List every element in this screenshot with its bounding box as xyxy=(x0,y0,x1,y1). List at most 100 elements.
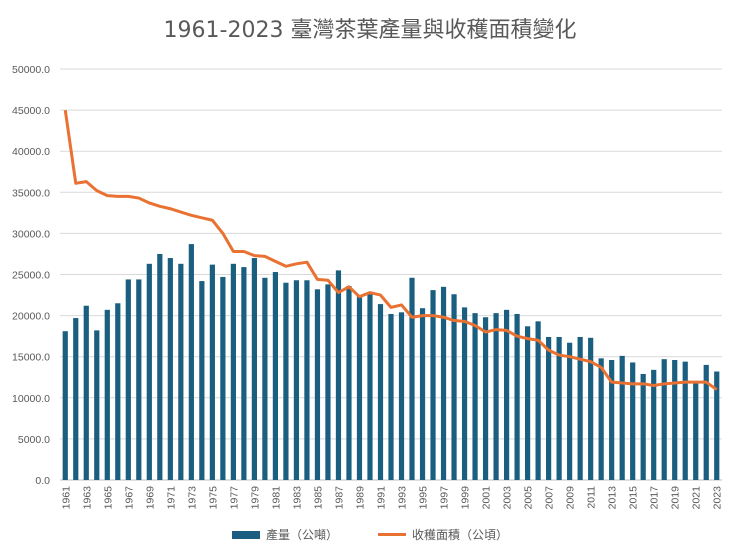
bar-2000 xyxy=(472,313,478,480)
legend-label: 產量（公噸） xyxy=(265,528,338,542)
bar-1989 xyxy=(356,295,363,480)
x-tick-label: 1985 xyxy=(312,486,324,510)
bar-2012 xyxy=(598,358,604,480)
bar-1972 xyxy=(178,263,184,480)
bar-1983 xyxy=(293,280,300,480)
legend-label: 收穫面積（公頃） xyxy=(412,528,509,542)
bar-1964 xyxy=(94,330,100,480)
legend-item-area: 收穫面積（公頃） xyxy=(378,526,508,543)
y-tick-label: 20000.0 xyxy=(12,311,50,323)
y-tick-label: 50000.0 xyxy=(12,64,50,76)
bar-2011 xyxy=(588,337,594,480)
x-tick-label: 2007 xyxy=(544,486,556,510)
x-tick-label: 2023 xyxy=(712,486,724,510)
x-tick-label: 1961 xyxy=(60,486,72,510)
bar-2023 xyxy=(714,371,720,480)
bar-2008 xyxy=(556,336,562,480)
bar-1982 xyxy=(283,282,289,480)
x-tick-label: 1983 xyxy=(291,486,303,510)
x-tick-label: 1965 xyxy=(102,486,114,510)
x-tick-label: 1979 xyxy=(249,486,261,510)
y-tick-label: 5000.0 xyxy=(18,434,50,446)
y-tick-label: 35000.0 xyxy=(12,187,50,199)
bar-1992 xyxy=(388,313,394,480)
legend-swatch-line xyxy=(378,533,406,536)
bar-1965 xyxy=(104,309,110,480)
x-tick-label: 1963 xyxy=(81,486,93,510)
bar-1973 xyxy=(188,244,194,480)
bar-2013 xyxy=(609,359,615,480)
bar-2017 xyxy=(651,369,657,480)
bar-1985 xyxy=(314,289,321,480)
bar-1995 xyxy=(419,308,426,480)
bar-1977 xyxy=(230,263,236,480)
x-tick-label: 2021 xyxy=(691,486,703,510)
x-tick-label: 2019 xyxy=(670,486,682,510)
bar-1963 xyxy=(83,305,89,480)
bar-1975 xyxy=(209,264,215,480)
x-tick-label: 2013 xyxy=(607,486,619,510)
bar-2016 xyxy=(640,373,646,480)
bar-2005 xyxy=(525,326,531,480)
bar-1998 xyxy=(451,294,457,480)
x-tick-label: 2003 xyxy=(502,486,514,510)
x-tick-label: 2005 xyxy=(523,486,535,510)
bar-2014 xyxy=(619,355,625,480)
bar-1980 xyxy=(262,277,268,480)
x-tick-label: 1967 xyxy=(123,486,135,510)
bar-1968 xyxy=(136,279,142,480)
bar-1988 xyxy=(346,286,352,480)
x-tick-label: 1981 xyxy=(270,486,282,510)
legend: 產量（公噸） 收穫面積（公頃） xyxy=(0,526,740,543)
x-tick-label: 1987 xyxy=(333,486,345,510)
bar-2004 xyxy=(514,313,520,480)
bar-2002 xyxy=(493,313,499,480)
x-tick-label: 1997 xyxy=(439,486,451,510)
bar-1991 xyxy=(377,304,384,480)
chart-title: 1961-2023 臺灣茶葉產量與收穫面積變化 xyxy=(163,18,577,43)
bar-2015 xyxy=(630,362,636,480)
bar-2006 xyxy=(535,321,541,480)
y-tick-label: 10000.0 xyxy=(12,393,50,405)
bar-2009 xyxy=(567,342,573,480)
y-tick-label: 0.0 xyxy=(35,475,50,487)
x-tick-label: 1971 xyxy=(165,486,177,510)
bar-1974 xyxy=(199,281,205,480)
bar-1984 xyxy=(304,280,310,480)
bar-1993 xyxy=(398,312,405,480)
bar-2003 xyxy=(503,309,510,480)
bar-1966 xyxy=(115,303,121,480)
y-tick-label: 25000.0 xyxy=(12,270,50,282)
bar-1999 xyxy=(461,307,468,480)
bar-2007 xyxy=(546,336,552,480)
y-tick-label: 30000.0 xyxy=(12,228,50,240)
legend-item-production: 產量（公噸） xyxy=(231,526,338,543)
x-tick-label: 2001 xyxy=(481,486,493,510)
bar-2019 xyxy=(672,359,678,480)
bar-1986 xyxy=(325,284,331,480)
x-tick-label: 1969 xyxy=(144,486,156,510)
y-tick-label: 45000.0 xyxy=(12,105,50,117)
x-tick-label: 1977 xyxy=(228,486,240,510)
bar-1967 xyxy=(125,279,131,480)
bar-1990 xyxy=(367,294,373,480)
bar-2021 xyxy=(693,382,699,480)
bar-1962 xyxy=(73,318,79,480)
bar-2001 xyxy=(482,317,489,480)
bar-1997 xyxy=(440,286,447,480)
bar-2010 xyxy=(577,336,583,480)
x-tick-label: 2009 xyxy=(565,486,577,510)
x-tick-label: 1995 xyxy=(418,486,430,510)
y-tick-label: 15000.0 xyxy=(12,352,50,364)
bar-2020 xyxy=(682,361,688,480)
bar-1996 xyxy=(430,290,436,480)
bar-1978 xyxy=(241,267,247,480)
x-tick-label: 1999 xyxy=(460,486,472,510)
x-tick-label: 1975 xyxy=(207,486,219,510)
y-tick-label: 40000.0 xyxy=(12,146,50,158)
x-tick-label: 1991 xyxy=(375,486,387,510)
bar-1987 xyxy=(335,270,342,480)
bar-1970 xyxy=(157,253,163,480)
